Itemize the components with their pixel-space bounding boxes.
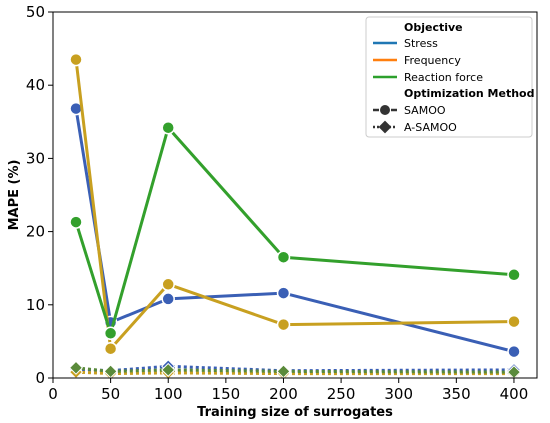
point-frequency-samoo-4 bbox=[507, 314, 521, 329]
y-tick-label-1: 10 bbox=[26, 296, 45, 314]
x-axis-label: Training size of surrogates bbox=[197, 405, 393, 420]
y-tick-label-2: 20 bbox=[26, 223, 45, 241]
legend-frequency-label: Frequency bbox=[404, 54, 461, 67]
point-frequency-samoo-1 bbox=[103, 341, 118, 356]
point-reaction-force-a-samoo-2 bbox=[161, 362, 176, 377]
legend-samoo-marker bbox=[380, 105, 390, 115]
legend-a-samoo-marker bbox=[378, 120, 392, 134]
point-reaction-force-samoo-3 bbox=[276, 250, 291, 264]
y-tick-label-4: 40 bbox=[26, 76, 45, 94]
point-frequency-samoo-0 bbox=[69, 52, 83, 67]
marks-layer bbox=[68, 52, 522, 381]
x-tick-label-8: 400 bbox=[500, 385, 529, 403]
legend-reaction-force-label: Reaction force bbox=[404, 71, 483, 84]
x-tick-label-6: 300 bbox=[384, 385, 413, 403]
x-tick-label-7: 350 bbox=[442, 385, 471, 403]
y-tick-label-5: 50 bbox=[26, 3, 45, 21]
x-tick-label-2: 100 bbox=[154, 385, 183, 403]
x-tick-label-5: 250 bbox=[327, 385, 356, 403]
y-tick-label-0: 0 bbox=[35, 369, 45, 387]
point-stress-samoo-4 bbox=[507, 344, 521, 359]
legend-stress-label: Stress bbox=[404, 37, 438, 50]
y-axis-label: MAPE (%) bbox=[7, 160, 22, 231]
point-reaction-force-samoo-4 bbox=[507, 268, 521, 282]
point-reaction-force-a-samoo-3 bbox=[276, 364, 291, 379]
point-reaction-force-samoo-2 bbox=[161, 120, 175, 135]
y-tick-label-3: 30 bbox=[26, 149, 45, 167]
plot-frame bbox=[52, 11, 538, 379]
point-frequency-samoo-3 bbox=[276, 317, 291, 332]
series-line-stress-a-samoo bbox=[75, 364, 515, 373]
legend-a-samoo-label: A-SAMOO bbox=[404, 121, 457, 134]
legend-objective-title: Objective bbox=[404, 21, 463, 34]
point-reaction-force-a-samoo-1 bbox=[103, 364, 118, 379]
point-reaction-force-samoo-1 bbox=[103, 326, 118, 341]
legend-method-title: Optimization Method bbox=[404, 87, 535, 100]
point-reaction-force-samoo-0 bbox=[69, 215, 83, 229]
x-tick-label-0: 0 bbox=[48, 385, 58, 403]
x-tick-label-1: 50 bbox=[101, 385, 120, 403]
point-stress-samoo-3 bbox=[276, 286, 291, 300]
x-tick-label-3: 150 bbox=[212, 385, 241, 403]
axes-layer: Training size of surrogates MAPE (%) 0 50… bbox=[7, 3, 538, 420]
series-line-reaction-force-samoo bbox=[74, 126, 515, 335]
legend-samoo-label: SAMOO bbox=[404, 104, 446, 117]
x-tick-label-4: 200 bbox=[269, 385, 298, 403]
legend: Objective Stress Frequency Reaction forc… bbox=[365, 16, 535, 138]
point-reaction-force-a-samoo-0 bbox=[68, 360, 84, 375]
point-frequency-samoo-2 bbox=[161, 277, 175, 292]
point-stress-samoo-2 bbox=[161, 292, 175, 306]
legend-box bbox=[365, 16, 533, 138]
point-reaction-force-a-samoo-4 bbox=[506, 365, 522, 380]
